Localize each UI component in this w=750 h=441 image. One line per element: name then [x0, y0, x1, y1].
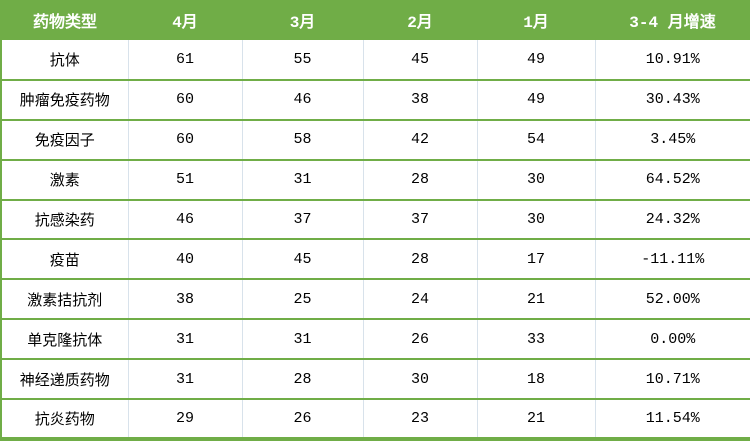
- header-cell-february: 2月: [363, 0, 477, 40]
- table-row: 肿瘤免疫药物 60 46 38 49 30.43%: [1, 78, 750, 120]
- month-value-cell: 30: [476, 158, 595, 200]
- month-value-cell: 21: [476, 398, 595, 439]
- table-row: 激素 51 31 28 30 64.52%: [1, 158, 750, 200]
- month-value-cell: 28: [362, 158, 477, 200]
- month-value-cell: 21: [476, 278, 595, 320]
- growth-cell: -11.11%: [594, 238, 750, 280]
- growth-cell: 11.54%: [594, 398, 750, 439]
- table-row: 神经递质药物 31 28 30 18 10.71%: [1, 358, 750, 400]
- month-value-cell: 49: [476, 78, 595, 120]
- month-value-cell: 49: [476, 40, 595, 80]
- month-value-cell: 45: [241, 238, 363, 280]
- month-value-cell: 30: [362, 358, 477, 400]
- month-value-cell: 31: [241, 158, 363, 200]
- month-value-cell: 24: [362, 278, 477, 320]
- row-label: 疫苗: [1, 238, 128, 280]
- month-value-cell: 30: [476, 198, 595, 240]
- header-cell-growth-rate: 3-4 月增速: [595, 0, 750, 40]
- growth-cell: 3.45%: [594, 118, 750, 160]
- month-value-cell: 31: [241, 318, 363, 360]
- month-value-cell: 17: [476, 238, 595, 280]
- growth-cell: 0.00%: [594, 318, 750, 360]
- month-value-cell: 58: [241, 118, 363, 160]
- month-value-cell: 55: [241, 40, 363, 80]
- row-label: 抗体: [1, 40, 128, 80]
- month-value-cell: 60: [127, 118, 242, 160]
- table-row: 抗体 61 55 45 49 10.91%: [1, 40, 750, 80]
- header-cell-april: 4月: [128, 0, 242, 40]
- month-value-cell: 60: [127, 78, 242, 120]
- growth-cell: 10.71%: [594, 358, 750, 400]
- row-label: 神经递质药物: [1, 358, 128, 400]
- header-cell-january: 1月: [477, 0, 595, 40]
- header-cell-drug-type: 药物类型: [1, 0, 128, 40]
- header-row: 药物类型 4月 3月 2月 1月 3-4 月增速: [1, 0, 750, 40]
- row-label: 抗炎药物: [1, 398, 128, 439]
- table-header: 药物类型 4月 3月 2月 1月 3-4 月增速: [1, 0, 750, 40]
- table-row: 抗炎药物 29 26 23 21 11.54%: [1, 398, 750, 439]
- table-row: 激素拮抗剂 38 25 24 21 52.00%: [1, 278, 750, 320]
- month-value-cell: 46: [127, 198, 242, 240]
- row-label: 激素: [1, 158, 128, 200]
- month-value-cell: 37: [241, 198, 363, 240]
- month-value-cell: 46: [241, 78, 363, 120]
- row-label: 激素拮抗剂: [1, 278, 128, 320]
- row-label: 抗感染药: [1, 198, 128, 240]
- month-value-cell: 45: [362, 40, 477, 80]
- table-row: 抗感染药 46 37 37 30 24.32%: [1, 198, 750, 240]
- row-label: 免疫因子: [1, 118, 128, 160]
- month-value-cell: 28: [241, 358, 363, 400]
- table-row: 疫苗 40 45 28 17 -11.11%: [1, 238, 750, 280]
- table-body: 抗体 61 55 45 49 10.91% 肿瘤免疫药物 60 46 38 49 30.43% 免疫因子…: [1, 40, 750, 439]
- growth-cell: 30.43%: [594, 78, 750, 120]
- month-value-cell: 23: [362, 398, 477, 439]
- month-value-cell: 42: [362, 118, 477, 160]
- month-value-cell: 61: [127, 40, 242, 80]
- header-cell-march: 3月: [242, 0, 363, 40]
- month-value-cell: 40: [127, 238, 242, 280]
- growth-cell: 24.32%: [594, 198, 750, 240]
- month-value-cell: 37: [362, 198, 477, 240]
- month-value-cell: 31: [127, 318, 242, 360]
- month-value-cell: 25: [241, 278, 363, 320]
- month-value-cell: 26: [241, 398, 363, 439]
- month-value-cell: 38: [127, 278, 242, 320]
- growth-cell: 10.91%: [594, 40, 750, 80]
- row-label: 单克隆抗体: [1, 318, 128, 360]
- month-value-cell: 26: [362, 318, 477, 360]
- month-value-cell: 33: [476, 318, 595, 360]
- month-value-cell: 51: [127, 158, 242, 200]
- table-row: 免疫因子 60 58 42 54 3.45%: [1, 118, 750, 160]
- month-value-cell: 31: [127, 358, 242, 400]
- row-label: 肿瘤免疫药物: [1, 78, 128, 120]
- month-value-cell: 28: [362, 238, 477, 280]
- month-value-cell: 54: [476, 118, 595, 160]
- month-value-cell: 29: [127, 398, 242, 439]
- month-value-cell: 18: [476, 358, 595, 400]
- month-value-cell: 38: [362, 78, 477, 120]
- growth-cell: 64.52%: [594, 158, 750, 200]
- table-row: 单克隆抗体 31 31 26 33 0.00%: [1, 318, 750, 360]
- growth-cell: 52.00%: [594, 278, 750, 320]
